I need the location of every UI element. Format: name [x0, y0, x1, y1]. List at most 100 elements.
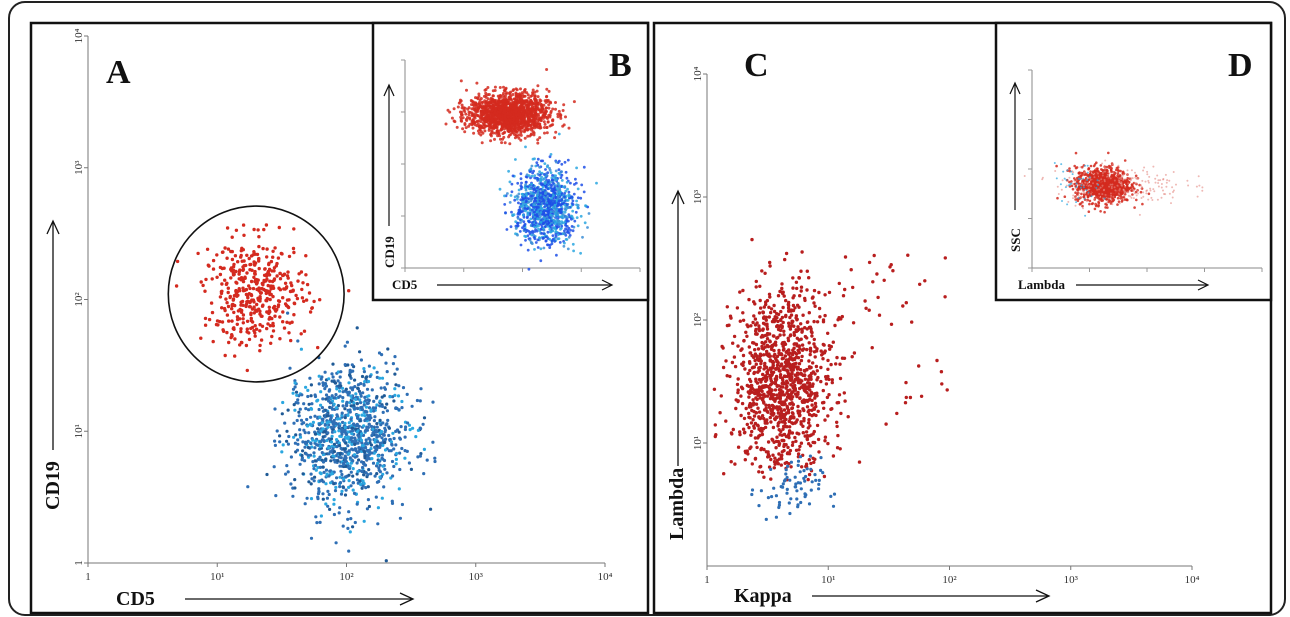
- panel-a-point: [366, 485, 370, 489]
- panel-a-point: [378, 399, 382, 403]
- panel-a-point: [255, 281, 259, 285]
- panel-a-point: [290, 283, 294, 288]
- panel-a-point: [361, 465, 365, 470]
- panel-a-point: [309, 441, 313, 446]
- panel-b-point: [533, 237, 537, 241]
- panel-a-point: [252, 305, 256, 309]
- panel-a-point: [355, 326, 359, 330]
- panel-a-point: [283, 281, 288, 285]
- panel-c-point: [792, 346, 796, 350]
- panel-c-point: [857, 460, 862, 464]
- panel-b-point: [522, 194, 526, 198]
- panel-b-point: [531, 192, 534, 196]
- panel-c-point: [780, 420, 785, 424]
- panel-c-point: [741, 311, 745, 315]
- panel-b-point: [534, 213, 537, 217]
- panel-c-point: [754, 362, 758, 366]
- panel-a-point: [324, 397, 328, 401]
- panel-a-point: [393, 372, 397, 376]
- panel-c-point: [793, 373, 797, 377]
- panel-a-point: [327, 389, 331, 393]
- panel-c-point: [752, 314, 756, 318]
- panel-a-point: [392, 464, 396, 469]
- panel-c-point: [823, 435, 828, 439]
- panel-a-point: [366, 498, 370, 502]
- panel-b-point: [509, 225, 513, 229]
- panel-b-point: [516, 212, 520, 216]
- panel-a-point: [353, 407, 357, 411]
- panel-a-point: [362, 370, 366, 374]
- panel-a-point: [378, 431, 383, 435]
- panel-b-point: [487, 93, 491, 96]
- panel-a-point: [260, 287, 264, 291]
- panel-b-point: [507, 135, 511, 139]
- panel-a-point: [324, 457, 328, 461]
- panel-c-point: [843, 399, 847, 403]
- panel-b-point: [576, 196, 580, 200]
- panel-a-point: [241, 223, 246, 227]
- panel-a-point: [422, 447, 426, 451]
- panel-b-point: [528, 120, 531, 124]
- panel-b-point: [539, 119, 543, 123]
- panel-a-point: [346, 413, 350, 417]
- panel-b-point: [570, 214, 573, 218]
- panel-b-point: [501, 111, 505, 115]
- panel-a-point: [361, 484, 365, 488]
- panel-a-point: [358, 350, 362, 354]
- panel-a-point: [334, 541, 338, 545]
- panel-b-point: [476, 129, 480, 133]
- panel-a-point: [362, 403, 366, 407]
- panel-b-point: [554, 169, 558, 173]
- panel-a-point: [375, 370, 379, 374]
- panel-b-point: [554, 233, 558, 236]
- panel-b-point: [483, 99, 487, 103]
- panel-b-point: [526, 248, 530, 252]
- panel-a-point: [320, 406, 324, 410]
- panel-a-point: [317, 382, 321, 386]
- panel-b-point: [540, 171, 544, 175]
- panel-a-point: [371, 427, 375, 431]
- panel-a-point: [416, 455, 420, 459]
- panel-b-point: [533, 197, 537, 201]
- panel-a-point: [267, 261, 271, 265]
- panel-c-point: [836, 433, 840, 438]
- panel-b-point: [536, 177, 540, 181]
- panel-b-point: [544, 168, 547, 171]
- panel-b-point: [484, 93, 488, 97]
- panel-a-point: [260, 324, 265, 328]
- panel-b-point: [464, 112, 468, 116]
- panel-a-point: [314, 515, 318, 519]
- panel-b-point: [491, 89, 495, 93]
- panel-b-point: [518, 96, 521, 100]
- panel-b-point: [544, 106, 548, 110]
- panel-a-point: [256, 278, 260, 282]
- panel-b-xlabel: CD5: [392, 277, 418, 292]
- panel-b-point: [520, 91, 524, 95]
- panel-a-point: [367, 422, 371, 426]
- panel-a-point: [199, 336, 203, 340]
- panel-b-point: [520, 108, 524, 112]
- panel-b-ylabel-arrowhead: [383, 83, 395, 97]
- panel-a-point: [336, 459, 340, 463]
- panel-c-point: [747, 411, 751, 416]
- panel-a-point: [287, 254, 292, 259]
- panel-c-point: [718, 411, 722, 415]
- panel-c-point: [743, 458, 747, 462]
- panel-c-point: [819, 379, 823, 384]
- panel-b-point: [511, 131, 515, 135]
- panel-a-point: [394, 457, 398, 461]
- panel-a-point: [354, 392, 358, 396]
- panel-c-point: [780, 390, 785, 394]
- panel-c-point: [719, 394, 723, 398]
- panel-b-point: [584, 204, 587, 208]
- panel-c-point: [749, 324, 753, 328]
- panel-b-point: [529, 197, 533, 200]
- panel-a-point: [241, 317, 245, 321]
- panel-b-point: [503, 141, 507, 145]
- panel-a-point: [358, 479, 362, 483]
- panel-c-point: [805, 336, 809, 340]
- panel-a-point: [275, 307, 279, 312]
- panel-a-point: [309, 472, 313, 476]
- panel-a-point: [353, 378, 357, 382]
- panel-a-point: [362, 482, 366, 486]
